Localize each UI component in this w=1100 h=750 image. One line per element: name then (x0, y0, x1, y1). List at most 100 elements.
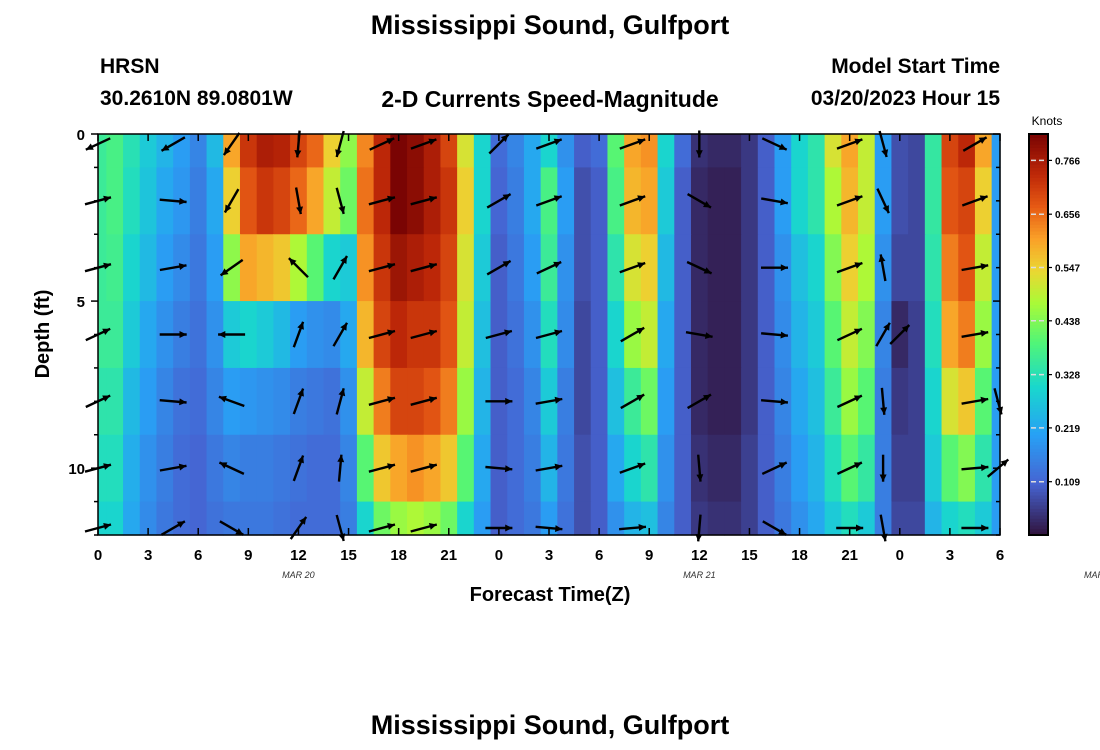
y-axis-ticks: 0 5 10 (68, 127, 1000, 536)
current-arrow (218, 461, 245, 475)
current-arrow (687, 393, 712, 410)
heatmap-cell (674, 167, 692, 235)
heatmap-cell (106, 367, 124, 436)
colorbar-segment (1029, 180, 1048, 185)
heatmap-cell (590, 167, 609, 235)
heatmap-cell (239, 501, 258, 536)
colorbar-tick-label: 0.219 (1055, 424, 1080, 435)
colorbar-segment (1029, 347, 1048, 352)
heatmap-cell (707, 134, 725, 169)
current-arrow (535, 463, 563, 472)
colorbar-segment (1029, 234, 1048, 239)
heatmap-cell (189, 434, 208, 503)
colorbar-tick-label: 0.109 (1055, 478, 1080, 489)
colorbar-segment (1029, 144, 1048, 148)
heatmap-cell (791, 501, 809, 536)
current-arrow (219, 258, 244, 277)
heatmap-cell (139, 234, 158, 302)
heatmap-cell (724, 167, 742, 235)
x-tick-label: 18 (791, 547, 808, 564)
current-arrow (335, 387, 346, 415)
heatmap-cell (206, 167, 224, 235)
heatmap-cell (590, 501, 609, 536)
current-arrow (836, 461, 863, 475)
heatmap-cell (323, 134, 341, 169)
heatmap-cell (590, 367, 609, 436)
heatmap-cell (791, 367, 809, 436)
heatmap-cell (256, 434, 274, 503)
colorbar-segment (1029, 448, 1048, 453)
current-arrow (696, 454, 704, 482)
heatmap-cell (407, 367, 425, 436)
current-arrow (288, 257, 309, 279)
heatmap-cell (741, 434, 759, 503)
heatmap-cell (924, 301, 943, 369)
colorbar-segment (1029, 240, 1048, 245)
heatmap-cell (440, 301, 458, 369)
heatmap-cell (440, 167, 458, 235)
heatmap-cell (824, 434, 842, 503)
heatmap-cell (473, 167, 492, 235)
current-arrow (685, 331, 713, 339)
heatmap-cell (440, 134, 458, 169)
heatmap-cell (741, 234, 759, 302)
current-arrow (878, 130, 889, 158)
colorbar-segment (1029, 434, 1048, 439)
current-arrow (368, 523, 396, 533)
current-arrow (369, 137, 395, 151)
heatmap-cell (223, 134, 241, 169)
colorbar-segment (1029, 194, 1048, 199)
colorbar-segment (1029, 214, 1048, 219)
colorbar-segment (1029, 187, 1048, 192)
heatmap-cell (858, 367, 876, 436)
heatmap-cell (457, 301, 475, 369)
heatmap-cell (340, 301, 358, 369)
colorbar-segment (1029, 137, 1048, 142)
heatmap-cell (356, 234, 375, 302)
colorbar-segment (1029, 277, 1048, 282)
heatmap-cell (256, 301, 274, 369)
heatmap-cell (106, 301, 124, 369)
heatmap-cell (908, 234, 926, 302)
current-arrow (159, 263, 187, 272)
heatmap-cell (490, 134, 508, 169)
colorbar-segment (1029, 224, 1048, 229)
colorbar-segment (1029, 260, 1048, 265)
colorbar-tick-label: 0.656 (1055, 210, 1080, 221)
heatmap-cell (908, 367, 926, 436)
x-tick-label: 3 (545, 547, 553, 564)
heatmap-cell (390, 167, 408, 235)
colorbar-segment (1029, 364, 1048, 369)
heatmap-cell (791, 301, 809, 369)
current-arrow (486, 193, 512, 209)
heatmap-cell (423, 301, 442, 369)
heatmap-cell (123, 234, 141, 302)
heatmap-cell (306, 434, 325, 503)
colorbar-title: Knots (1032, 114, 1063, 128)
heatmap-cell (473, 367, 492, 436)
colorbar-segment (1029, 140, 1048, 145)
heatmap-cell (607, 301, 625, 369)
heatmap-cell (941, 501, 959, 536)
colorbar-segment (1029, 474, 1048, 479)
heatmap-cell (941, 367, 959, 436)
current-arrow (337, 454, 345, 482)
heatmap-cell (106, 501, 124, 536)
colorbar-segment (1029, 284, 1048, 289)
heatmap-cell (523, 367, 542, 436)
heatmap-cell (924, 134, 943, 169)
colorbar-segment (1029, 217, 1048, 222)
colorbar-segment (1029, 478, 1048, 483)
heatmap-cell (640, 434, 659, 503)
heatmap-cell (473, 234, 492, 302)
heatmap-cell (774, 434, 792, 503)
colorbar-segment (1029, 177, 1048, 182)
x-tick-label: 21 (440, 547, 457, 564)
colorbar-segment (1029, 197, 1048, 202)
colorbar-segment (1029, 230, 1048, 235)
heatmap-cell (590, 434, 609, 503)
plot-title: 2-D Currents Speed-Magnitude (381, 86, 719, 112)
heatmap-cell (724, 234, 742, 302)
colorbar-segment (1029, 204, 1048, 209)
current-arrow (410, 329, 438, 340)
